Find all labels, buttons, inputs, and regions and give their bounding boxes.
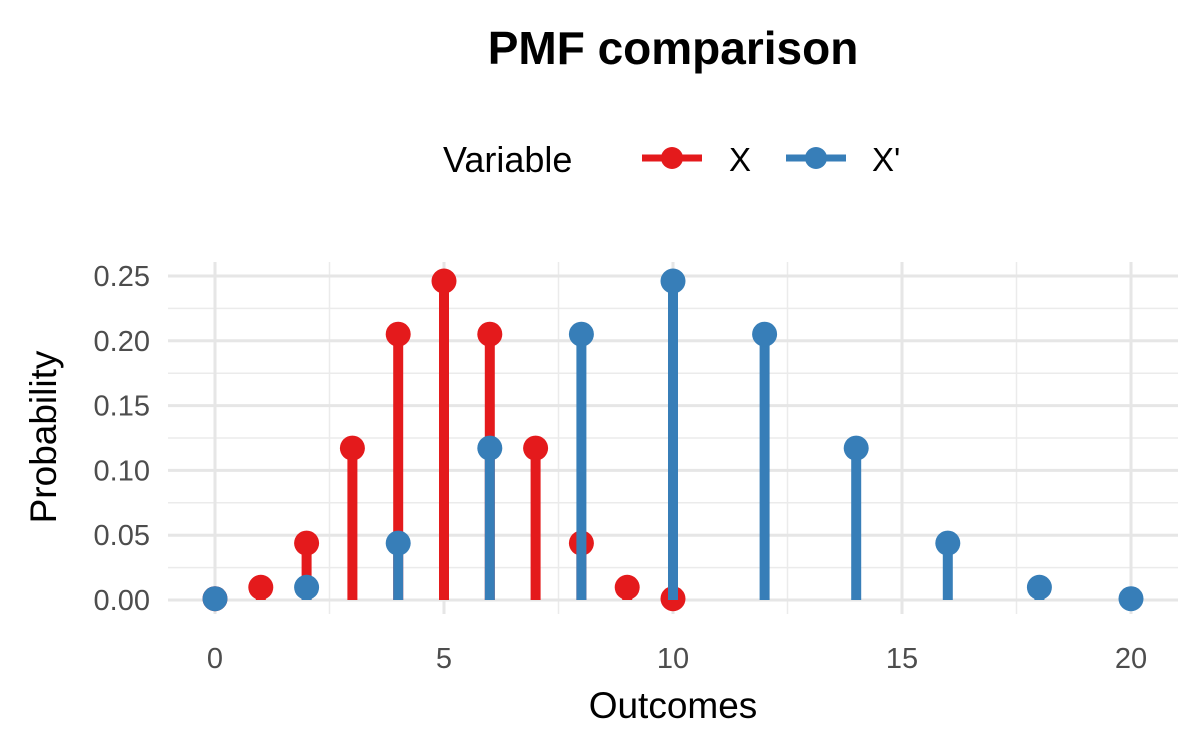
x-axis-label: Outcomes — [589, 685, 758, 726]
point-x-prime — [1026, 574, 1052, 600]
x-tick-label: 15 — [886, 643, 918, 675]
point-x — [294, 530, 320, 556]
point-x-prime — [1118, 586, 1144, 612]
legend-title: Variable — [443, 139, 572, 180]
legend: Variable X X' — [443, 139, 900, 180]
x-tick-label: 0 — [207, 643, 223, 675]
point-x-prime — [568, 321, 594, 347]
point-x — [614, 574, 640, 600]
series-x-prime — [202, 268, 1144, 612]
point-x — [385, 321, 411, 347]
point-x — [248, 574, 274, 600]
y-tick-label: 0.00 — [94, 585, 150, 617]
x-tick-label: 10 — [657, 643, 689, 675]
point-x-prime — [294, 574, 320, 600]
chart-title: PMF comparison — [488, 22, 859, 74]
x-tick-label: 5 — [436, 643, 452, 675]
series-layer — [202, 268, 1144, 612]
y-tick-label: 0.25 — [94, 261, 150, 293]
point-x-prime — [202, 586, 228, 612]
point-x-prime — [935, 530, 961, 556]
legend-label-x: X — [729, 141, 751, 178]
point-x — [523, 435, 549, 461]
x-tick-label: 20 — [1115, 643, 1147, 675]
x-axis-ticks: 0 5 10 15 20 — [207, 643, 1147, 675]
y-tick-label: 0.20 — [94, 326, 150, 358]
y-tick-label: 0.10 — [94, 455, 150, 487]
point-x — [477, 321, 503, 347]
point-x-prime — [660, 268, 686, 294]
y-tick-label: 0.15 — [94, 391, 150, 423]
legend-key-dot-x-prime — [805, 147, 827, 169]
y-axis-label: Probability — [23, 350, 64, 523]
y-tick-label: 0.05 — [94, 520, 150, 552]
point-x-prime — [752, 321, 778, 347]
point-x-prime — [385, 530, 411, 556]
point-x-prime — [477, 435, 503, 461]
point-x — [339, 435, 365, 461]
legend-key-dot-x — [661, 147, 683, 169]
legend-label-x-prime: X' — [872, 141, 900, 178]
point-x — [431, 268, 457, 294]
point-x-prime — [843, 435, 869, 461]
series-x — [202, 268, 686, 612]
y-axis-ticks: 0.00 0.05 0.10 0.15 0.20 0.25 — [94, 261, 150, 617]
